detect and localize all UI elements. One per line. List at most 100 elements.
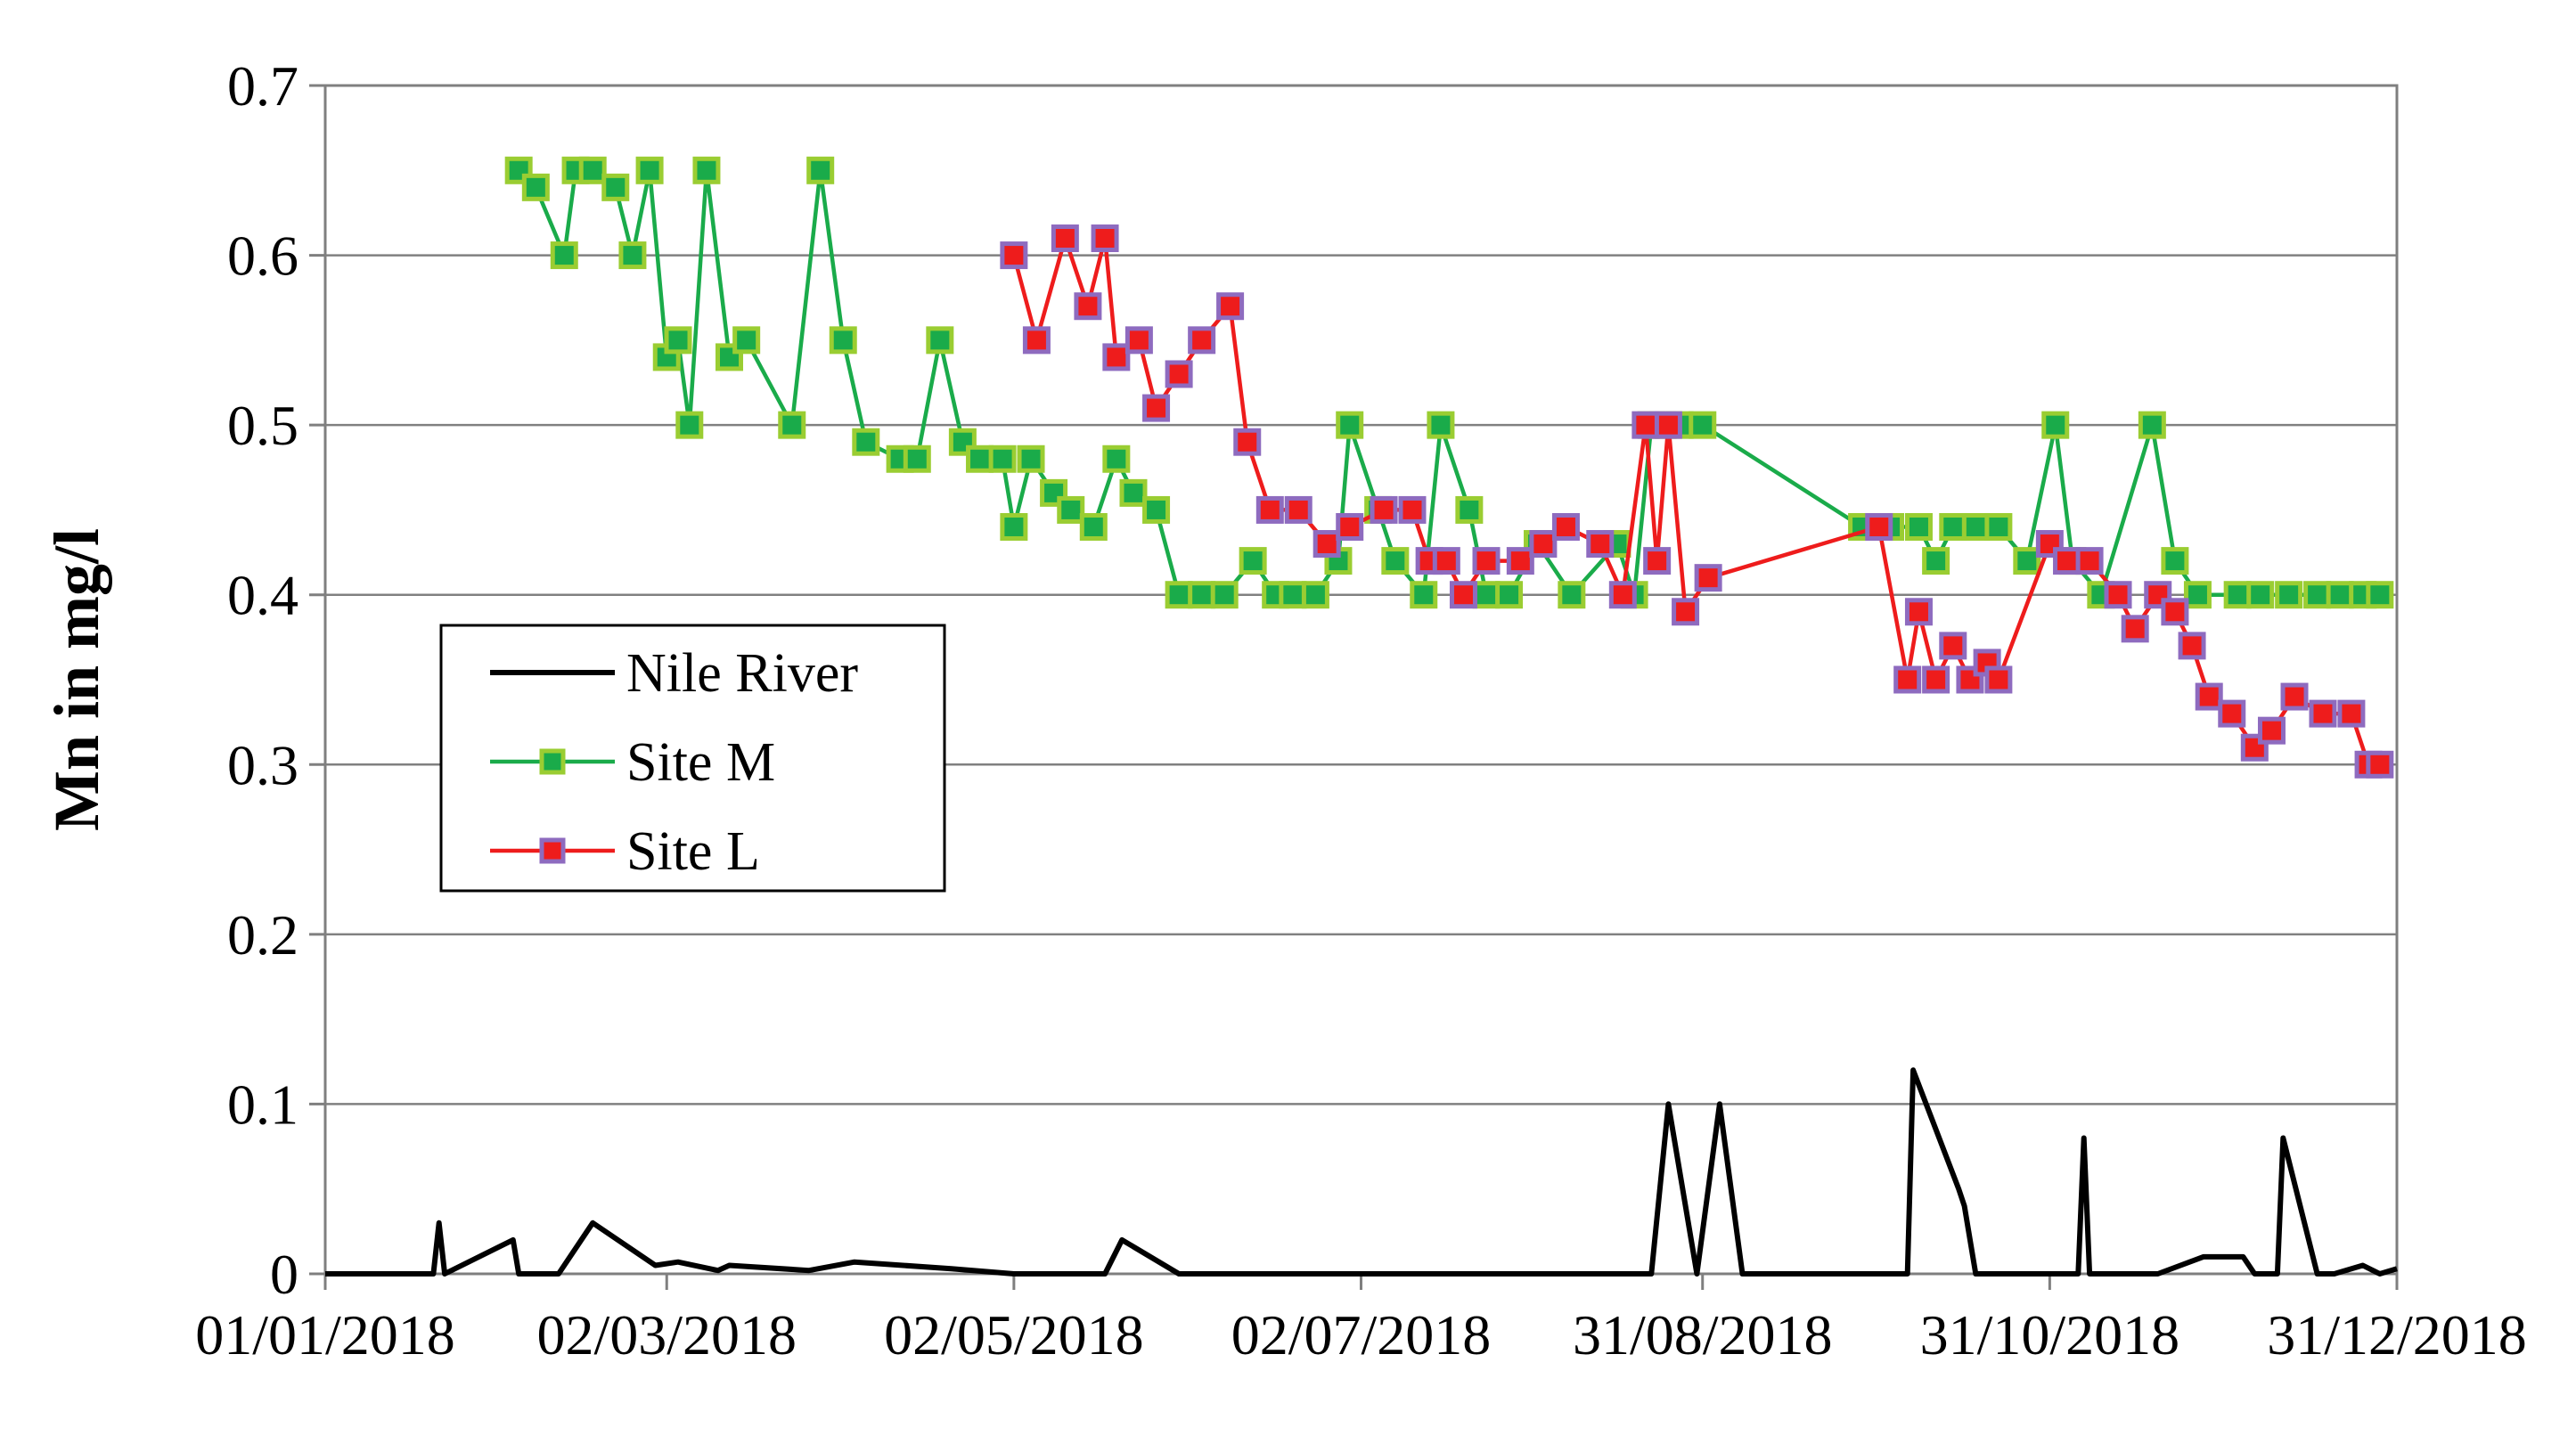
data-point [1040, 478, 1068, 507]
x-tick-label: 31/10/2018 [1920, 1303, 2180, 1366]
data-point [1165, 581, 1193, 609]
data-point [1427, 411, 1455, 439]
data-point [635, 156, 664, 184]
data-point [1336, 411, 1364, 439]
data-point [1336, 512, 1364, 541]
data-point [1188, 326, 1216, 355]
legend-marker [539, 748, 566, 775]
data-point [1279, 581, 1307, 609]
legend-box [439, 624, 946, 893]
legend-label: Nile River [626, 643, 858, 704]
data-point [2138, 411, 2166, 439]
data-point [2075, 547, 2104, 575]
data-point [2013, 547, 2041, 575]
data-point [2035, 530, 2064, 559]
data-point [521, 173, 550, 201]
data-point [2280, 682, 2309, 711]
data-point [1057, 495, 1085, 524]
data-point [1000, 512, 1028, 541]
data-point [1956, 665, 1984, 694]
y-tick-label: 0.4 [227, 564, 298, 627]
data-point [778, 411, 806, 439]
data-point [1551, 512, 1580, 541]
y-tick-label: 0.7 [227, 54, 298, 118]
data-point [2326, 581, 2354, 609]
data-point [1370, 495, 1398, 524]
data-point [2366, 750, 2394, 779]
data-point [1689, 411, 1717, 439]
data-point [1284, 495, 1313, 524]
data-point [1051, 224, 1079, 253]
data-point [1210, 581, 1239, 609]
y-axis: 0 0.1 0.2 0.3 0.4 0.5 0.6 0.7 [227, 54, 325, 1306]
data-point [1255, 495, 1284, 524]
data-point [1410, 581, 1438, 609]
data-point [1506, 547, 1534, 575]
series-line [325, 1067, 2398, 1277]
y-tick-label: 0.2 [227, 903, 298, 967]
data-point [1904, 598, 1933, 626]
data-point [1472, 547, 1501, 575]
data-point [2178, 632, 2206, 660]
data-point [1124, 326, 1153, 355]
data-point [806, 156, 835, 184]
data-point [1022, 326, 1051, 355]
data-point [2218, 699, 2246, 728]
x-tick-label: 02/05/2018 [884, 1303, 1144, 1366]
data-point [1984, 665, 2013, 694]
data-point [1119, 478, 1148, 507]
data-point [618, 241, 647, 270]
data-point [1643, 547, 1672, 575]
x-tick-label: 31/12/2018 [2267, 1303, 2527, 1366]
data-point [2041, 411, 2070, 439]
data-point [1142, 394, 1171, 422]
y-tick-label: 0.6 [227, 224, 298, 288]
data-point [2309, 699, 2337, 728]
data-point [2337, 699, 2366, 728]
x-axis: 01/01/2018 02/03/2018 02/05/2018 02/07/2018… [195, 1274, 2527, 1366]
data-point [1529, 530, 1558, 559]
data-point [2104, 581, 2132, 609]
data-point [1313, 530, 1341, 559]
data-point [1472, 581, 1501, 609]
data-point [1586, 530, 1615, 559]
y-tick-label: 0.3 [227, 733, 298, 796]
data-point [1017, 445, 1045, 473]
data-point [2183, 581, 2212, 609]
data-point [2303, 581, 2332, 609]
data-point [2161, 598, 2189, 626]
data-point [1922, 547, 1950, 575]
data-point [1939, 632, 1967, 660]
data-point [1922, 665, 1950, 694]
data-point [1091, 224, 1119, 253]
data-point [1381, 547, 1410, 575]
legend: Nile River Site M Site L [439, 624, 946, 893]
legend-label: Site M [626, 732, 775, 793]
data-point [926, 326, 954, 355]
data-point [1455, 495, 1484, 524]
data-point [2275, 581, 2303, 609]
data-point [1216, 292, 1245, 321]
data-point [716, 343, 744, 371]
data-point [2223, 581, 2252, 609]
data-point [1654, 411, 1682, 439]
y-tick-label: 0 [270, 1243, 298, 1306]
data-point [1961, 512, 1990, 541]
data-point [852, 428, 880, 456]
data-point [1079, 512, 1108, 541]
data-point [1165, 360, 1193, 388]
data-point [1608, 581, 1637, 609]
y-axis-title: Mn in mg/l [41, 528, 112, 831]
legend-marker [539, 837, 566, 864]
data-point [601, 173, 630, 201]
data-point [578, 156, 607, 184]
data-point [732, 326, 761, 355]
data-point [1074, 292, 1102, 321]
data-point [2121, 615, 2149, 643]
data-point [1142, 495, 1171, 524]
data-point [1432, 547, 1460, 575]
data-point [1631, 411, 1660, 439]
data-point [1449, 581, 1477, 609]
legend-label: Site L [626, 821, 760, 882]
